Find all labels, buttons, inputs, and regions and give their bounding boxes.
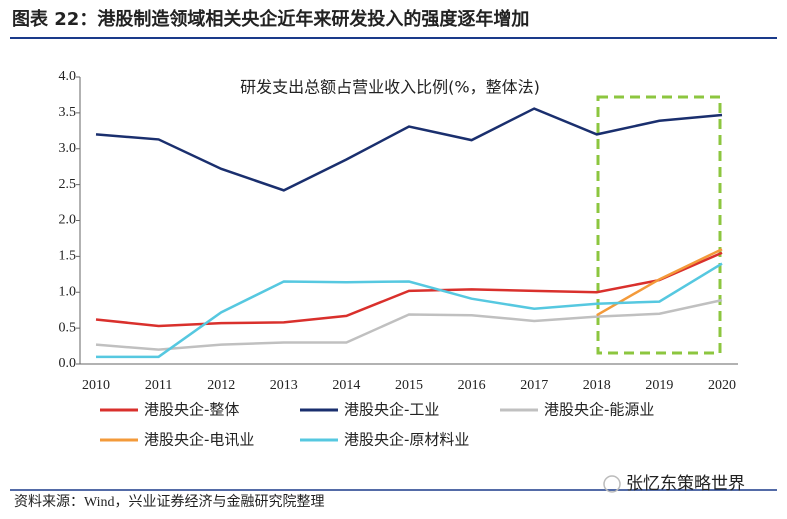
watermark-icon: [603, 475, 621, 493]
y-tick-label: 0.0: [59, 356, 77, 371]
y-tick-label: 2.5: [59, 177, 77, 192]
y-tick-label: 3.0: [59, 141, 77, 156]
y-tick-label: 4.0: [59, 69, 77, 84]
x-tick-label: 2014: [332, 378, 360, 393]
series-line: [95, 298, 723, 351]
legend-label: 港股央企-能源业: [544, 401, 654, 419]
legend-label: 港股央企-原材料业: [344, 431, 469, 449]
source: 资料来源：Wind，兴业证券经济与金融研究院整理: [14, 494, 325, 510]
series-line: [95, 251, 723, 328]
chart-title: 图表 22：港股制造领域相关央企近年来研发投入的强度逐年增加: [12, 8, 529, 30]
legend-label: 港股央企-工业: [344, 401, 439, 419]
x-tick-label: 2019: [645, 378, 673, 393]
x-tick-label: 2017: [520, 378, 548, 393]
x-tick-label: 2011: [145, 378, 172, 393]
x-tick-label: 2016: [458, 378, 486, 393]
watermark: 张忆东策略世界: [626, 474, 745, 494]
series-line: [95, 107, 723, 192]
x-tick-label: 2013: [270, 378, 298, 393]
legend-label: 港股央企-整体: [144, 401, 239, 419]
legend-label: 港股央企-电讯业: [144, 431, 254, 449]
highlight-box: [596, 95, 722, 355]
x-tick-label: 2010: [82, 378, 110, 393]
x-tick-label: 2018: [583, 378, 611, 393]
x-tick-label: 2012: [207, 378, 235, 393]
y-tick-label: 1.0: [59, 284, 77, 299]
y-tick-label: 0.5: [59, 320, 77, 335]
y-tick-label: 1.5: [59, 249, 77, 264]
x-tick-label: 2015: [395, 378, 423, 393]
chart-subtitle: 研发支出总额占营业收入比例(%，整体法): [240, 78, 540, 97]
x-tick-label: 2020: [708, 378, 736, 393]
y-tick-label: 3.5: [59, 105, 77, 120]
y-tick-label: 2.0: [59, 213, 77, 228]
series-line: [96, 262, 723, 359]
